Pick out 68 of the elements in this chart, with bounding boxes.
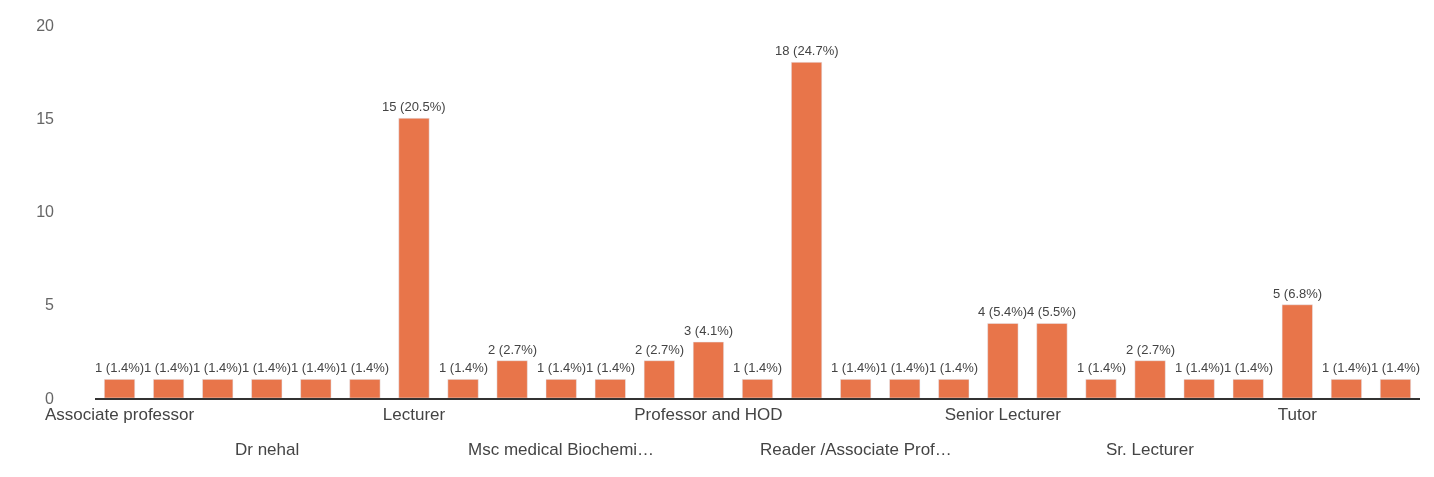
bar xyxy=(398,118,430,398)
x-tick-label: Msc medical Biochemi… xyxy=(468,440,655,459)
bar xyxy=(545,379,577,398)
data-label: 1 (1.4%) xyxy=(1077,360,1127,375)
bar xyxy=(1232,379,1264,398)
data-label: 4 (5.4%) xyxy=(978,304,1028,319)
bar xyxy=(840,379,872,398)
data-label: 3 (4.1%) xyxy=(684,323,734,338)
x-tick-label: Tutor xyxy=(1277,405,1318,425)
y-tick-label: 0 xyxy=(45,389,55,407)
bar xyxy=(1036,323,1068,398)
data-label: 1 (1.4%) xyxy=(340,360,390,375)
data-label: 2 (2.7%) xyxy=(1126,342,1176,357)
data-label: 1 (1.4%) xyxy=(242,360,292,375)
x-tick-label: Associate professor xyxy=(44,405,195,425)
data-label: 1 (1.4%) xyxy=(291,360,341,375)
y-tick-label: 10 xyxy=(36,203,55,221)
bar xyxy=(1380,379,1411,398)
data-label: 1 (1.4%) xyxy=(1371,360,1421,375)
x-tick-label: Sr. Lecturer xyxy=(1106,440,1195,459)
data-label: 1 (1.4%) xyxy=(929,360,979,375)
x-tick-label: Reader /Associate Prof… xyxy=(760,440,952,459)
x-tick-label: Senior Lecturer xyxy=(944,405,1062,425)
bar xyxy=(987,323,1019,398)
data-label: 1 (1.4%) xyxy=(193,360,243,375)
bar xyxy=(153,379,185,398)
bar xyxy=(1281,304,1313,398)
bar xyxy=(938,379,970,398)
data-label: 1 (1.4%) xyxy=(1175,360,1225,375)
data-label: 1 (1.4%) xyxy=(537,360,587,375)
data-label: 4 (5.5%) xyxy=(1027,304,1077,319)
bar xyxy=(1183,379,1215,398)
data-label: 1 (1.4%) xyxy=(144,360,194,375)
bar xyxy=(1330,379,1362,398)
data-label: 1 (1.4%) xyxy=(95,360,145,375)
bar xyxy=(300,379,332,398)
x-tick-label: Dr nehal xyxy=(235,440,300,459)
data-label: 15 (20.5%) xyxy=(382,99,446,114)
data-label: 1 (1.4%) xyxy=(439,360,489,375)
bar xyxy=(791,62,823,398)
bar xyxy=(1134,360,1166,398)
data-label: 1 (1.4%) xyxy=(586,360,636,375)
bar xyxy=(104,379,135,398)
bar xyxy=(1085,379,1117,398)
bar xyxy=(447,379,479,398)
x-tick-label: Professor and HOD xyxy=(634,405,783,425)
data-label: 2 (2.7%) xyxy=(488,342,538,357)
data-label: 1 (1.4%) xyxy=(831,360,881,375)
data-label: 1 (1.4%) xyxy=(880,360,930,375)
bar xyxy=(594,379,626,398)
bar xyxy=(742,379,773,398)
x-tick-label: Lecturer xyxy=(382,405,446,425)
bar xyxy=(496,360,528,398)
bar xyxy=(889,379,921,398)
y-tick-label: 20 xyxy=(36,16,55,34)
data-label: 1 (1.4%) xyxy=(1224,360,1274,375)
bar xyxy=(349,379,381,398)
data-label: 1 (1.4%) xyxy=(1322,360,1372,375)
data-label: 18 (24.7%) xyxy=(775,43,839,58)
y-tick-label: 15 xyxy=(36,109,55,127)
y-tick-label: 5 xyxy=(45,296,55,314)
bar xyxy=(251,379,283,398)
bar xyxy=(692,341,724,398)
data-label: 1 (1.4%) xyxy=(733,360,783,375)
data-label: 5 (6.8%) xyxy=(1273,286,1323,301)
bar xyxy=(202,379,234,398)
data-label: 2 (2.7%) xyxy=(635,342,685,357)
bar xyxy=(643,360,675,398)
